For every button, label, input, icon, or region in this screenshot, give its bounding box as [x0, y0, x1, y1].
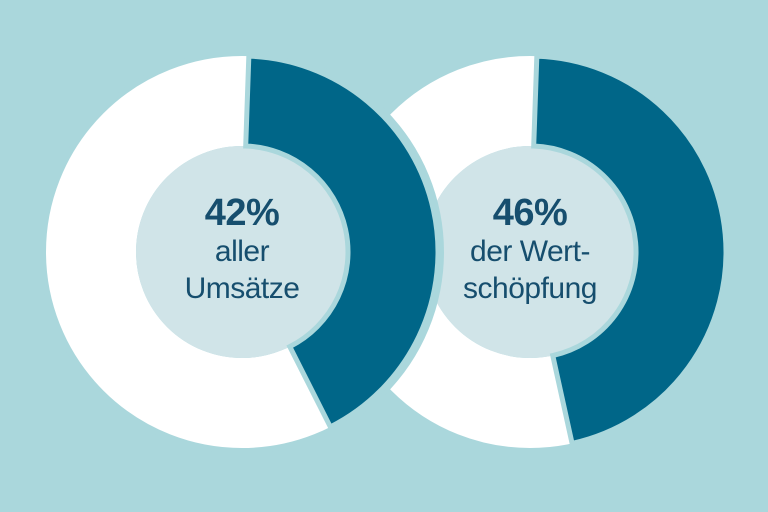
- donut-right-value: 46%: [492, 192, 568, 234]
- donut-left-caption-line-1: aller: [214, 235, 270, 268]
- donut-left-value-segment: [243, 53, 441, 431]
- donut-left-caption-line-2: Umsätze: [184, 272, 300, 305]
- donut-right-value-segment: [531, 53, 729, 447]
- donut-left-inner-circle: [136, 146, 348, 358]
- donut-right-caption-line-1: der Wert-: [470, 235, 590, 268]
- donut-right-caption-line-2: schöpfung: [463, 272, 597, 305]
- donut-left-center-label: 42% aller Umsätze: [185, 193, 300, 307]
- donut-left-value: 42%: [204, 192, 280, 234]
- donut-right-inner-circle: [424, 146, 636, 358]
- donut-right-center-label: 46% der Wert- schöpfung: [463, 193, 597, 307]
